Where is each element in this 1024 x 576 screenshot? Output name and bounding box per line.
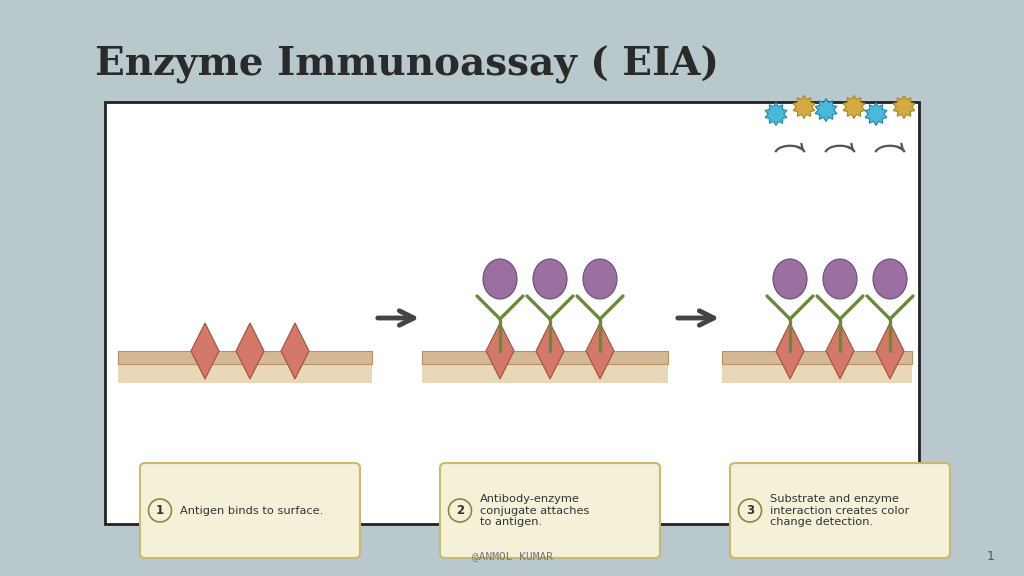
Ellipse shape: [583, 259, 617, 299]
Text: 2: 2: [456, 504, 464, 517]
Polygon shape: [536, 323, 564, 379]
Circle shape: [738, 499, 762, 522]
Ellipse shape: [773, 259, 807, 299]
Text: 1: 1: [156, 504, 164, 517]
Polygon shape: [281, 323, 309, 379]
Polygon shape: [876, 323, 904, 379]
Circle shape: [148, 499, 171, 522]
Polygon shape: [843, 96, 865, 119]
Polygon shape: [191, 323, 219, 379]
Ellipse shape: [873, 259, 907, 299]
Polygon shape: [776, 323, 804, 379]
Ellipse shape: [823, 259, 857, 299]
FancyBboxPatch shape: [722, 351, 912, 364]
FancyBboxPatch shape: [422, 351, 668, 364]
Text: 1: 1: [987, 550, 995, 563]
FancyBboxPatch shape: [105, 102, 919, 524]
Text: Substrate and enzyme
interaction creates color
change detection.: Substrate and enzyme interaction creates…: [770, 494, 909, 527]
FancyBboxPatch shape: [722, 364, 912, 383]
Polygon shape: [586, 323, 614, 379]
Ellipse shape: [483, 259, 517, 299]
FancyBboxPatch shape: [730, 463, 950, 558]
Ellipse shape: [534, 259, 567, 299]
Text: @ANMOL KUMAR: @ANMOL KUMAR: [471, 551, 553, 561]
Polygon shape: [815, 98, 837, 122]
FancyBboxPatch shape: [118, 364, 372, 383]
Polygon shape: [486, 323, 514, 379]
Text: Antigen binds to surface.: Antigen binds to surface.: [180, 506, 324, 516]
Polygon shape: [893, 96, 914, 119]
FancyBboxPatch shape: [422, 364, 668, 383]
FancyBboxPatch shape: [440, 463, 660, 558]
Text: 3: 3: [745, 504, 754, 517]
Text: Antibody-enzyme
conjugate attaches
to antigen.: Antibody-enzyme conjugate attaches to an…: [480, 494, 590, 527]
Polygon shape: [793, 96, 815, 119]
Polygon shape: [765, 103, 786, 126]
FancyBboxPatch shape: [140, 463, 360, 558]
Polygon shape: [826, 323, 854, 379]
Circle shape: [449, 499, 471, 522]
Polygon shape: [236, 323, 264, 379]
Polygon shape: [865, 103, 887, 126]
Text: Enzyme Immunoassay ( EIA): Enzyme Immunoassay ( EIA): [95, 46, 719, 85]
FancyBboxPatch shape: [118, 351, 372, 364]
